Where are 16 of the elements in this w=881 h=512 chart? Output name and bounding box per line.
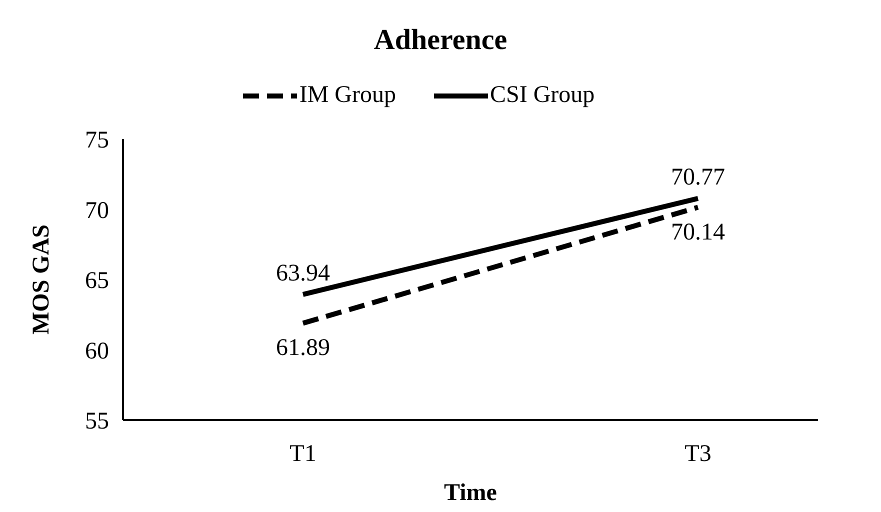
data-label: 61.89	[276, 335, 330, 362]
legend-label: IM Group	[299, 82, 396, 109]
data-label: 70.14	[671, 219, 725, 246]
x-tick-label: T1	[290, 441, 316, 468]
y-axis-title: MOS GAS	[28, 224, 55, 335]
chart-title: Adherence	[372, 23, 508, 58]
data-label: 63.94	[276, 260, 330, 286]
x-tick-label: T3	[684, 441, 712, 468]
y-tick-label: 55	[85, 408, 109, 435]
legend-label: CSI Group	[490, 82, 595, 109]
y-tick-label: 75	[85, 128, 109, 154]
y-tick-label: 70	[85, 198, 109, 224]
y-tick-label: 60	[85, 338, 109, 364]
y-tick-label: 65	[85, 268, 109, 294]
x-axis-title: Time	[444, 480, 498, 506]
data-label: 70.77	[671, 164, 725, 190]
